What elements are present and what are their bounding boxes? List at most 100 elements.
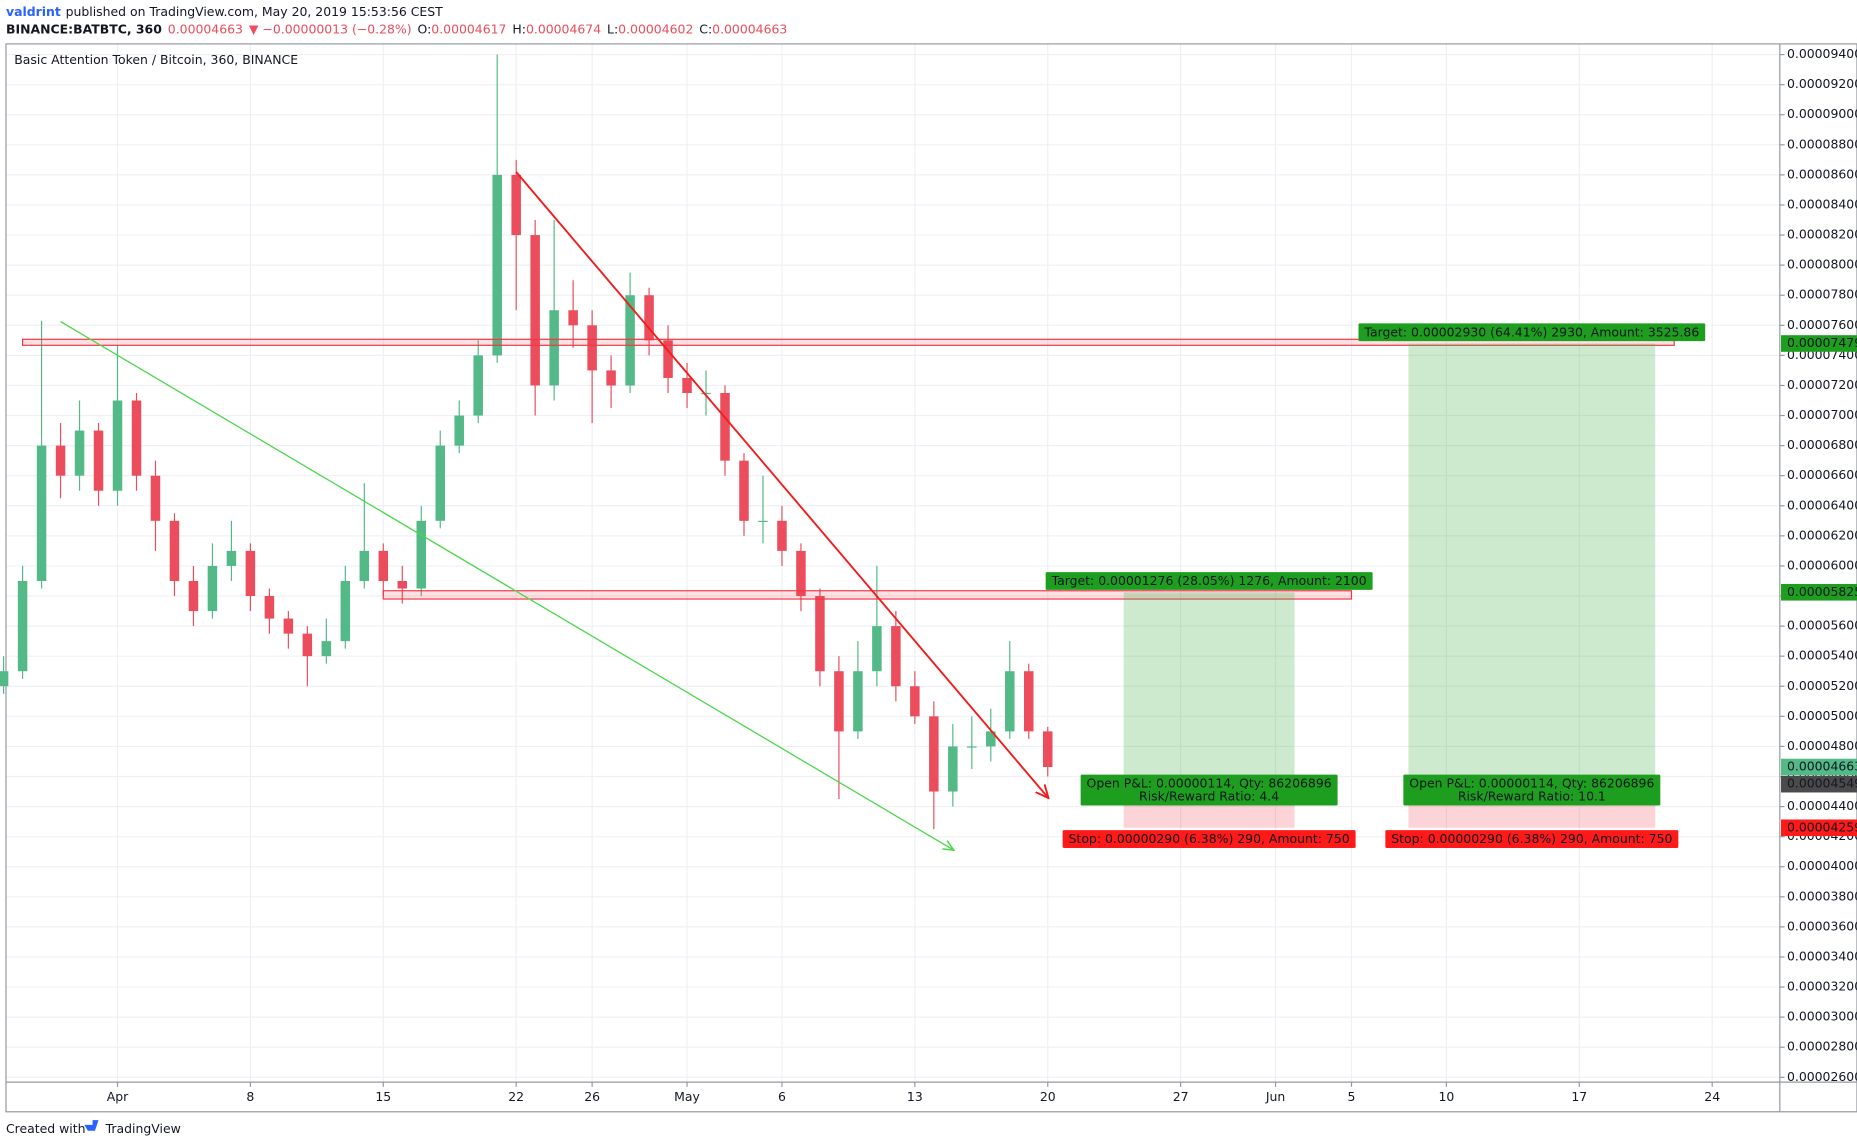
candle-body xyxy=(226,550,237,566)
zone xyxy=(382,590,1353,600)
x-tick-label: 24 xyxy=(1704,1089,1720,1104)
ohlc-value: 0.00004663 xyxy=(712,21,787,36)
y-tick-label: 0.00005200 xyxy=(1787,678,1857,693)
header-line-1: valdrint published on TradingView.com, Ma… xyxy=(6,3,443,18)
candle-body xyxy=(1024,671,1034,732)
candle-body xyxy=(378,550,389,581)
y-tick-label: 0.00007000 xyxy=(1787,407,1857,422)
footer-brand[interactable]: TradingView xyxy=(105,1121,181,1136)
x-tick-label: 27 xyxy=(1173,1089,1189,1104)
candle-body xyxy=(264,596,275,619)
candle-body xyxy=(340,580,351,642)
candle-body xyxy=(473,355,483,416)
label-bg xyxy=(1080,774,1338,806)
candle-body xyxy=(454,415,464,446)
trend-line xyxy=(515,171,1048,797)
candle-body xyxy=(416,520,427,589)
candle-body xyxy=(853,671,863,732)
y-tick-label: 0.00007600 xyxy=(1787,317,1857,332)
candle-body xyxy=(910,686,920,717)
candle-body xyxy=(701,392,711,395)
candle-body xyxy=(625,295,635,386)
chart-title: Basic Attention Token / Bitcoin, 360, BI… xyxy=(14,52,298,67)
candle-body xyxy=(359,550,370,581)
y-tick-label: 0.00003200 xyxy=(1787,979,1857,994)
label-box: Open P&L: 0.00000114, Qty: 86206896Risk/… xyxy=(1080,774,1338,806)
candle-body xyxy=(967,746,977,748)
y-tick-label: 0.00006000 xyxy=(1787,557,1857,572)
candle-body xyxy=(549,310,559,386)
label-bg xyxy=(1385,830,1679,848)
trend-line xyxy=(60,320,953,850)
candle-body xyxy=(777,520,787,551)
x-tick-label: 10 xyxy=(1439,1089,1455,1104)
y-tick-label: 0.00008600 xyxy=(1787,166,1857,181)
x-tick-label: 6 xyxy=(778,1089,786,1104)
candle-body xyxy=(435,445,445,521)
y-tick-label: 0.00006200 xyxy=(1787,527,1857,542)
candle-body xyxy=(796,550,806,597)
x-tick-label: May xyxy=(674,1089,700,1104)
candle-body xyxy=(739,460,749,521)
label-bg xyxy=(1045,572,1373,590)
y-tick-label: 0.00004000 xyxy=(1787,858,1857,873)
candle-body xyxy=(131,400,142,476)
label-text: Risk/Reward Ratio: 4.4 xyxy=(1139,789,1279,804)
x-tick-label: 22 xyxy=(508,1089,524,1104)
candle-body xyxy=(302,633,313,657)
change: ▼ −0.00000013 (−0.28%) xyxy=(249,21,412,36)
candle-body xyxy=(758,520,768,523)
last-price: 0.00004663 xyxy=(168,21,243,36)
price-tag-label: 0.00004549 xyxy=(1787,776,1857,791)
candle-body xyxy=(245,550,256,597)
y-tick-label: 0.00003000 xyxy=(1787,1009,1857,1024)
x-tick-label: Apr xyxy=(107,1089,129,1104)
candle-body xyxy=(17,580,28,672)
label-text: Risk/Reward Ratio: 10.1 xyxy=(1458,789,1606,804)
candle-body xyxy=(606,370,616,386)
label-box: Open P&L: 0.00000114, Qty: 86206896Risk/… xyxy=(1403,774,1661,806)
y-tick-label: 0.00006400 xyxy=(1787,497,1857,512)
header-line-2: BINANCE:BATBTC, 360 0.00004663 ▼ −0.000000… xyxy=(6,21,787,36)
y-tick-label: 0.00005400 xyxy=(1787,648,1857,663)
y-tick-label: 0.00002600 xyxy=(1787,1069,1857,1084)
label-text: Stop: 0.00000290 (6.38%) 290, Amount: 75… xyxy=(1391,831,1672,846)
label-box: Target: 0.00002930 (64.41%) 2930, Amount… xyxy=(1358,323,1706,342)
candle-body xyxy=(207,565,218,612)
brand-logo xyxy=(84,1120,99,1131)
y-tick-label: 0.00008000 xyxy=(1787,257,1857,272)
ohlc-label: C: xyxy=(699,21,712,36)
candle-body xyxy=(568,310,578,326)
ohlc-label: O: xyxy=(418,21,432,36)
candle-body xyxy=(872,626,882,672)
y-tick-label: 0.00009400 xyxy=(1787,46,1857,61)
candle-body xyxy=(283,618,294,634)
x-tick-label: Jun xyxy=(1265,1089,1285,1104)
y-tick-label: 0.00007800 xyxy=(1787,287,1857,302)
candle-body xyxy=(682,377,692,393)
x-tick-label: 20 xyxy=(1040,1089,1056,1104)
label-text: Stop: 0.00000290 (6.38%) 290, Amount: 75… xyxy=(1069,831,1350,846)
author[interactable]: valdrint xyxy=(6,3,61,18)
y-tick-label: 0.00008400 xyxy=(1787,196,1857,211)
candle-body xyxy=(986,731,996,747)
label-text: Open P&L: 0.00000114, Qty: 86206896 xyxy=(1409,776,1654,791)
price-tag-label: 0.00004259 xyxy=(1787,819,1857,834)
label-box: Target: 0.00001276 (28.05%) 1276, Amount… xyxy=(1045,572,1373,590)
candle-body xyxy=(169,520,180,581)
price-tag-label: 0.00007479 xyxy=(1787,335,1857,350)
candle-body xyxy=(815,596,825,672)
candle-body xyxy=(644,295,654,341)
x-tick-label: 15 xyxy=(375,1089,391,1104)
candle-body xyxy=(492,174,502,356)
x-tick-label: 26 xyxy=(584,1089,600,1104)
candle-body xyxy=(36,445,47,581)
axes: 0.00002600 0.00002800 0.00003000 0.00003200… xyxy=(107,46,1857,1104)
candle-body xyxy=(55,445,66,476)
label-box: Stop: 0.00000290 (6.38%) 290, Amount: 75… xyxy=(1062,830,1356,848)
plot xyxy=(0,54,1053,830)
published: published on TradingView.com, May 20, 20… xyxy=(66,3,444,18)
profit-zone xyxy=(1123,592,1295,785)
